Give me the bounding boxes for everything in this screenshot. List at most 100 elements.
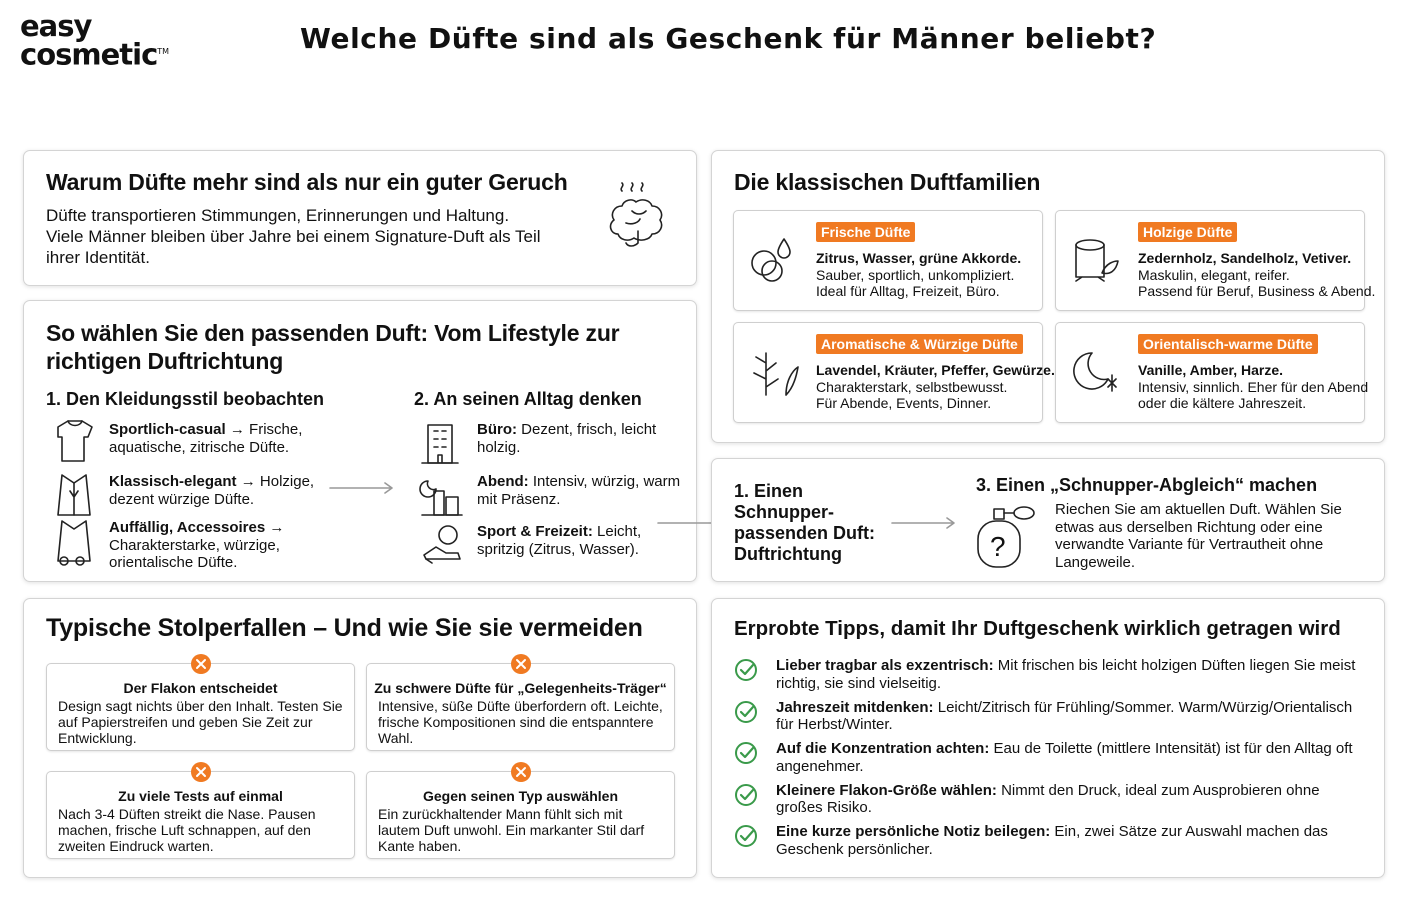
check-icon — [735, 825, 757, 847]
tip-text: Nimmt den Druck, ideal zum Ausprobieren … — [776, 781, 1320, 817]
pitfall-text: Ein zurückhaltender Mann fühlt sich mit … — [378, 806, 645, 854]
family-icon — [751, 238, 791, 282]
family-line: Passend für Beruf, Business & Abend. — [1138, 283, 1376, 299]
tip-text: Leicht/Zitrisch für Frühling/Sommer. War… — [776, 698, 1353, 734]
family-tag: Frische Düfte — [816, 222, 916, 242]
tip: Eine kurze persönliche Notiz beilegen: E… — [776, 823, 1366, 858]
tip: Auf die Konzentration achten: Eau de Toi… — [776, 740, 1366, 775]
logo-line2: cosmeticTM — [20, 39, 170, 69]
family-line: Intensiv, sinnlich. Eher für den Abend — [1138, 379, 1369, 395]
family-card: Frische Düfte Zitrus, Wasser, grüne Akkor… — [733, 210, 1043, 311]
pitfall-title: Zu schwere Düfte für „Gelegenheits-Träge… — [374, 680, 667, 696]
tip-bold: Auf die Konzentration achten: — [776, 740, 990, 757]
logo-tm: TM — [157, 47, 170, 56]
warning-icon — [191, 762, 211, 782]
tip-bold: Jahreszeit mitdenken: — [776, 698, 934, 716]
pitfall-card: Der Flakon entscheidet Design sagt nichts… — [46, 654, 355, 751]
families-title: Die klassischen Duftfamilien — [734, 169, 1041, 195]
choose-item: Büro: Dezent, frisch, leicht holzig. — [477, 421, 687, 456]
family-bold: Vanille, Amber, Harze. — [1138, 362, 1283, 378]
tip-bold: Kleinere Flakon-Größe wählen: — [776, 781, 997, 799]
choose-panel: So wählen Sie den passenden Duft: Vom Li… — [23, 300, 721, 582]
tip: Lieber tragbar als exzentrisch: Mit fris… — [776, 657, 1366, 692]
pitfall-text: Nach 3-4 Düften streikt die Nase. Pausen… — [58, 806, 316, 854]
warning-icon — [511, 762, 531, 782]
pitfall-title: Gegen seinen Typ auswählen — [422, 788, 618, 804]
item-bold: Sportlich-casual — [109, 421, 226, 438]
item-icon — [57, 420, 93, 462]
item-text: → Frische, aquatische, zitrische Düfte. — [109, 421, 303, 456]
families-panel: Die klassischen Duftfamilien Frische Düf… — [711, 150, 1385, 443]
choose-item: Sportlich-casual → Frische, aquatische, … — [109, 421, 319, 456]
page-title: Welche Düfte sind als Geschenk für Männe… — [300, 22, 1157, 55]
pitfalls-panel: Typische Stolperfallen – Und wie Sie sie… — [23, 598, 697, 878]
item-bold: Abend: — [477, 473, 529, 490]
item-icon — [57, 520, 91, 566]
logo: easy cosmeticTM — [20, 9, 170, 70]
item-icon — [423, 525, 461, 564]
pitfalls-title: Typische Stolperfallen – Und wie Sie sie… — [46, 614, 643, 642]
check-icon — [735, 700, 757, 723]
item-bold: Auffällig, Accessoires → — [109, 519, 285, 536]
item-text: Dezent, frisch, leicht holzig. — [477, 421, 657, 456]
family-line: Ideal für Alltag, Freizeit, Büro. — [816, 283, 1000, 299]
family-tag: Aromatische & Würzige Düfte — [816, 334, 1023, 354]
family-line: oder die kältere Jahreszeit. — [1138, 395, 1307, 411]
family-bold: Lavendel, Kräuter, Pfeffer, Gewürze. — [816, 362, 1055, 378]
item-bold: Sport & Freizeit: — [477, 523, 593, 540]
tip-text: Mit frischen bis leicht holzigen Düften … — [776, 657, 1356, 692]
warning-icon — [191, 654, 211, 674]
item-icon — [57, 474, 91, 516]
tip-text: Eau de Toilette (mittlere Intensität) is… — [776, 740, 1353, 775]
family-card: Aromatische & Würzige Düfte Lavendel, Krä… — [733, 322, 1055, 423]
check-icon — [735, 659, 757, 681]
column-heading: 2. An seinen Alltag denken — [414, 389, 642, 409]
why-title: Warum Düfte mehr sind als nur ein guter … — [46, 169, 568, 195]
pitfall-text: Intensive, süße Düfte überfordern oft. L… — [378, 698, 663, 746]
pitfall-title: Der Flakon entscheidet — [123, 680, 278, 696]
item-icon — [421, 424, 459, 464]
item-bold: Klassisch-elegant — [109, 473, 237, 490]
family-icon — [1075, 239, 1119, 282]
step3-text: Riechen Sie am aktuellen Duft. Wählen Si… — [1055, 501, 1342, 571]
item-text: Intensiv, würzig, warm mit Präsenz. — [477, 473, 681, 508]
perfume-symbol: ? — [990, 531, 1006, 562]
pitfall-text: Design sagt nichts über den Inhalt. Test… — [58, 698, 343, 746]
pitfall-card: Gegen seinen Typ auswählen Ein zurückhalt… — [366, 762, 675, 859]
family-line: Charakterstark, selbstbewusst. — [816, 379, 1008, 395]
why-text: Düfte transportieren Stimmungen, Erinner… — [46, 206, 541, 267]
family-icon — [753, 352, 799, 396]
item-icon — [419, 480, 463, 516]
family-line: Maskulin, elegant, reifer. — [1138, 267, 1290, 283]
steps-panel: 1. Einen Schnupper-passenden Duft: Duftr… — [711, 458, 1385, 582]
family-card: Orientalisch-warme Düfte Vanille, Amber, … — [1055, 322, 1369, 423]
family-bold: Zitrus, Wasser, grüne Akkorde. — [816, 250, 1022, 266]
item-bold: Büro: — [477, 421, 517, 438]
pitfall-card: Zu viele Tests auf einmal Nach 3-4 Düften… — [46, 762, 355, 859]
choose-item: Sport & Freizeit: Leicht, spritzig (Zitr… — [477, 523, 687, 558]
tips-panel: Erprobte Tipps, damit Ihr Duftgeschenk w… — [711, 598, 1385, 878]
step3-title: 3. Einen „Schnupper-Abgleich“ machen — [976, 475, 1318, 495]
family-tag: Holzige Düfte — [1138, 222, 1238, 242]
why-panel: Warum Düfte mehr sind als nur ein guter … — [23, 150, 697, 286]
item-text: → Holzige, dezent würzige Düfte. — [109, 473, 315, 508]
brain-icon — [609, 182, 663, 247]
tip-bold: Lieber tragbar als exzentrisch: — [776, 657, 994, 674]
check-icon — [735, 742, 757, 764]
logo-line1: easy — [20, 9, 92, 43]
warning-icon — [511, 654, 531, 674]
item-text: Charakterstarke, würzige, orientalische … — [109, 536, 280, 572]
tip-bold: Eine kurze persönliche Notiz beilegen: — [776, 823, 1051, 840]
family-icon — [1073, 352, 1117, 392]
tip: Jahreszeit mitdenken: Leicht/Zitrisch fü… — [776, 699, 1366, 734]
choose-item: Abend: Intensiv, würzig, warm mit Präsen… — [477, 473, 687, 508]
pitfall-card: Zu schwere Düfte für „Gelegenheits-Träge… — [366, 654, 675, 751]
family-card: Holzige Düfte Zedernholz, Sandelholz, Vet… — [1055, 210, 1375, 311]
arrow — [329, 482, 393, 494]
choose-title: So wählen Sie den passenden Duft: Vom Li… — [46, 320, 620, 374]
tips-title: Erprobte Tipps, damit Ihr Duftgeschenk w… — [734, 617, 1341, 640]
pitfall-title: Zu viele Tests auf einmal — [118, 788, 283, 804]
arrow — [891, 517, 955, 529]
